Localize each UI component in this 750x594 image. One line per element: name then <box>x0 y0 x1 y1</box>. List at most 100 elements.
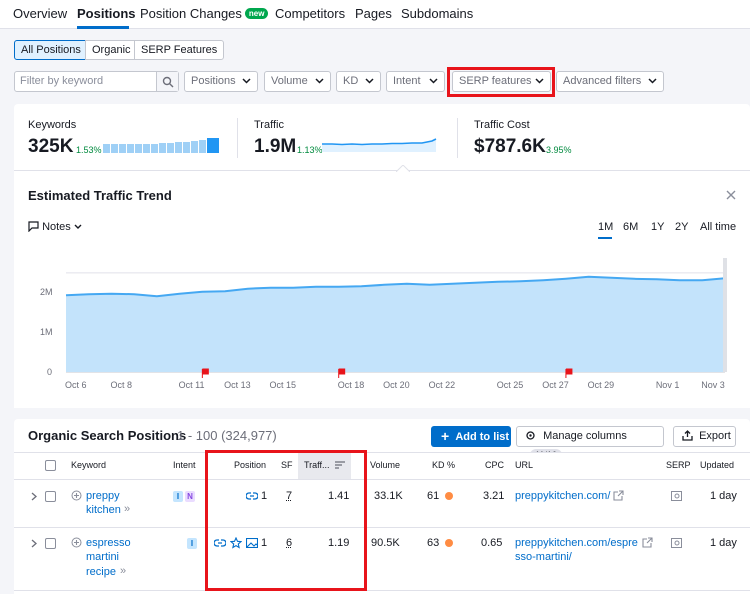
header-position[interactable]: Position <box>234 460 267 470</box>
header-keyword[interactable]: Keyword <box>71 460 107 470</box>
row-checkbox[interactable] <box>45 538 56 549</box>
chevron-right-icon[interactable] <box>31 492 37 501</box>
keyword-link[interactable]: preppy <box>86 490 120 502</box>
volume-dropdown-label: Volume <box>271 75 308 87</box>
keywords-label: Keywords <box>28 119 77 131</box>
select-all-checkbox[interactable] <box>45 460 56 471</box>
serp-snapshot-icon[interactable] <box>671 491 682 501</box>
tab-pages[interactable]: Pages <box>355 6 392 21</box>
add-keyword-icon[interactable] <box>71 490 82 501</box>
serp-features-dropdown[interactable]: SERP features <box>452 71 551 92</box>
metric-divider <box>237 118 238 158</box>
new-badge: new <box>244 8 269 19</box>
header-sf[interactable]: SF <box>281 460 293 470</box>
add-to-list-label: Add to list <box>455 431 510 443</box>
tab-position-changes-label: Position Changes <box>140 6 242 21</box>
header-kd[interactable]: KD % <box>432 460 456 470</box>
x-tick-label: Nov 3 <box>701 380 725 390</box>
intent-badge: N <box>185 491 195 502</box>
search-icon <box>162 76 174 88</box>
plus-icon: + <box>441 428 450 444</box>
volume-dropdown[interactable]: Volume <box>264 71 331 92</box>
export-icon <box>682 430 693 441</box>
kd-difficulty-dot <box>445 492 454 500</box>
volume-value: 33.1K <box>374 490 403 502</box>
positions-dropdown[interactable]: Positions <box>184 71 258 92</box>
header-volume[interactable]: Volume <box>370 460 401 470</box>
keyword-link[interactable]: kitchen <box>86 504 121 516</box>
external-link-icon[interactable] <box>613 490 624 501</box>
export-button[interactable]: Export <box>673 426 736 447</box>
serp-arrow-icon[interactable]: » <box>124 503 131 515</box>
chevron-down-icon <box>648 78 657 84</box>
table-header-row <box>14 452 750 480</box>
traffic-cost-label: Traffic Cost <box>474 119 530 131</box>
chevron-right-icon[interactable] <box>31 539 37 548</box>
keyword-link[interactable]: recipe <box>86 566 116 578</box>
header-serp[interactable]: SERP <box>666 460 691 470</box>
segment-organic[interactable]: Organic <box>85 40 138 60</box>
notes-dropdown[interactable]: Notes <box>28 221 82 233</box>
serp-features-highlight <box>447 67 555 97</box>
organic-positions-card <box>14 419 750 594</box>
active-tab-indicator <box>77 26 129 29</box>
active-metric-pointer <box>396 165 410 172</box>
position-traffic-highlight <box>205 450 367 591</box>
url-link[interactable]: preppykitchen.com/ <box>515 490 611 502</box>
sf-value[interactable]: 6 <box>286 537 293 549</box>
position-value: 1 <box>261 537 268 549</box>
row-divider <box>14 527 750 528</box>
manage-columns-button[interactable]: Manage columns 11/16 <box>516 426 664 461</box>
period-1y[interactable]: 1Y <box>651 221 665 233</box>
cpc-value: 0.65 <box>481 537 503 549</box>
traffic-change: 1.13% <box>297 145 323 155</box>
period-2y[interactable]: 2Y <box>675 221 689 233</box>
advanced-filters-dropdown[interactable]: Advanced filters <box>556 71 664 92</box>
header-traffic[interactable]: Traff... <box>304 460 330 470</box>
row-divider <box>14 590 750 591</box>
serp-features-dropdown-label: SERP features <box>459 75 532 87</box>
url-link[interactable]: sso-martini/ <box>515 551 572 563</box>
kd-difficulty-dot <box>445 539 454 547</box>
header-updated[interactable]: Updated <box>700 460 735 470</box>
add-to-list-button[interactable]: + Add to list <box>431 426 511 447</box>
traffic-value: 1.9M <box>254 136 297 157</box>
tab-overview[interactable]: Overview <box>13 6 68 21</box>
event-flag-icon <box>338 368 346 378</box>
traffic-line-sparkline <box>322 138 437 152</box>
period-6m[interactable]: 6M <box>623 221 639 233</box>
serp-snapshot-icon[interactable] <box>671 538 682 548</box>
keyword-link[interactable]: martini <box>86 551 120 563</box>
external-link-icon[interactable] <box>642 537 653 548</box>
tab-competitors[interactable]: Competitors <box>275 6 346 21</box>
intent-dropdown[interactable]: Intent <box>386 71 445 92</box>
period-all-time[interactable]: All time <box>700 221 737 233</box>
kd-number: 63 <box>427 537 440 549</box>
keyword-filter-placeholder: Filter by keyword <box>20 75 104 87</box>
segment-serp-features[interactable]: SERP Features <box>134 40 225 60</box>
sort-icon[interactable] <box>335 461 345 469</box>
kd-dropdown[interactable]: KD <box>336 71 381 92</box>
traffic-value-cell: 1.41 <box>328 490 350 502</box>
close-icon[interactable] <box>726 190 736 200</box>
header-cpc[interactable]: CPC <box>485 460 505 470</box>
tab-positions[interactable]: Positions <box>77 6 136 21</box>
add-keyword-icon[interactable] <box>71 537 82 548</box>
row-checkbox[interactable] <box>45 491 56 502</box>
tab-subdomains[interactable]: Subdomains <box>401 6 474 21</box>
search-button[interactable] <box>156 72 178 91</box>
period-1m[interactable]: 1M <box>598 221 614 233</box>
keyword-filter-input[interactable]: Filter by keyword <box>14 71 179 92</box>
url-link[interactable]: preppykitchen.com/espre <box>515 537 638 549</box>
manage-columns-label: Manage columns <box>543 430 627 442</box>
y-tick-label: 1M <box>40 327 53 337</box>
serp-arrow-icon[interactable]: » <box>120 565 127 577</box>
sf-value[interactable]: 7 <box>286 490 293 502</box>
x-tick-label: Oct 13 <box>224 380 251 390</box>
header-url[interactable]: URL <box>515 460 534 470</box>
sorted-column-bg <box>298 453 351 479</box>
keyword-link[interactable]: espresso <box>86 537 131 549</box>
header-intent[interactable]: Intent <box>173 460 196 470</box>
tab-position-changes[interactable]: Position Changes new <box>140 6 269 21</box>
traffic-label: Traffic <box>254 119 284 131</box>
